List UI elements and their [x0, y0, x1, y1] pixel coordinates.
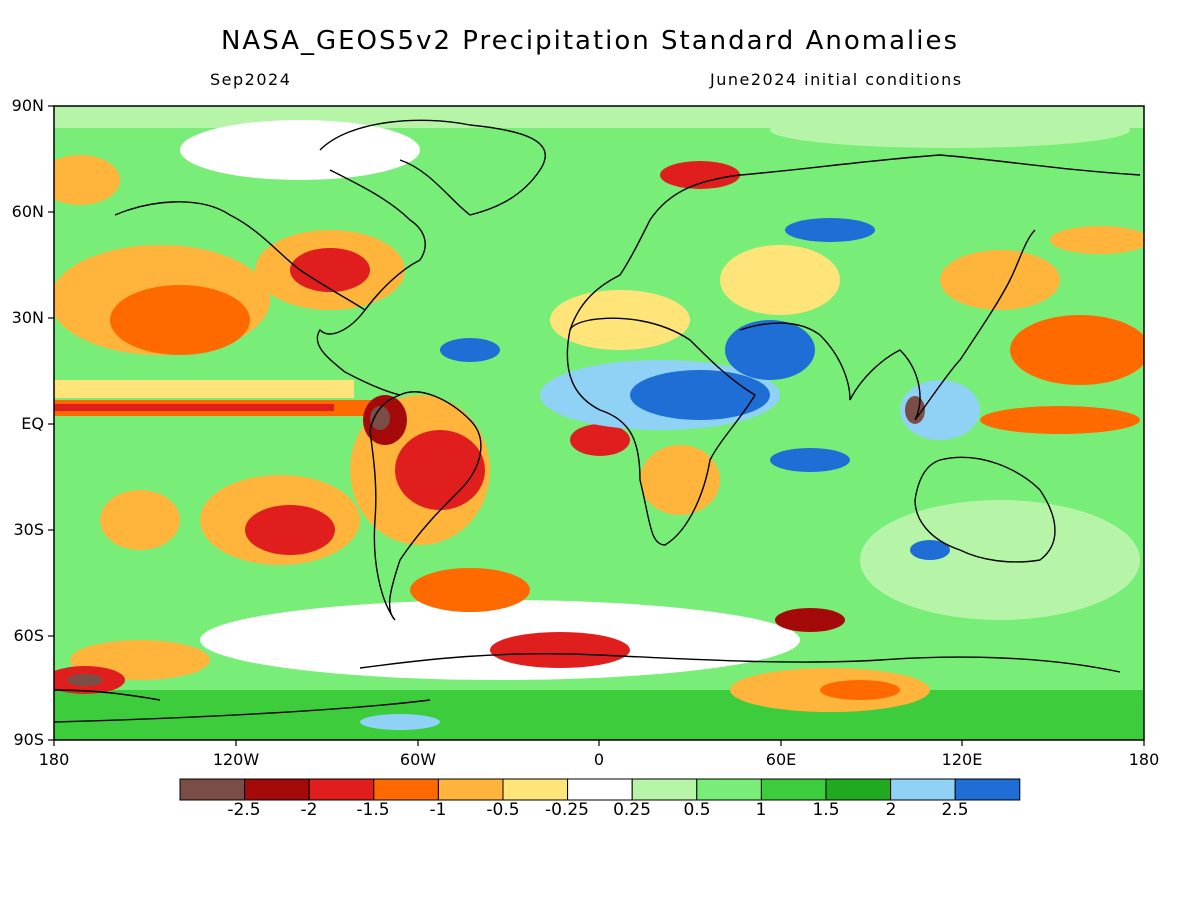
colorbar-label: 2.5 — [941, 800, 969, 820]
lat-label-eq: EQ — [21, 414, 44, 433]
colorbar-swatch — [308, 778, 375, 801]
colorbar-label: 1.5 — [812, 800, 840, 820]
lat-label-60s: 60S — [13, 626, 44, 645]
colorbar-label: -1 — [429, 800, 447, 820]
colorbar-swatch — [954, 778, 1021, 801]
colorbar-label: 1 — [755, 800, 767, 820]
colorbar-swatch — [696, 778, 762, 801]
lat-label-30n: 30N — [11, 308, 44, 327]
lon-label-60w: 60W — [399, 750, 437, 769]
colorbar-label: -2 — [300, 800, 318, 820]
axis-ticks — [48, 105, 1145, 746]
colorbar-swatch — [502, 778, 569, 801]
colorbar-swatch — [890, 778, 956, 801]
initial-conditions: June2024 initial conditions — [710, 70, 963, 89]
lon-label-120e: 120E — [941, 750, 983, 769]
colorbar-label: 2 — [885, 800, 897, 820]
colorbar-swatch — [244, 778, 310, 801]
colorbar-swatch — [825, 778, 892, 801]
coastlines — [54, 119, 1141, 723]
lon-label-180w: 180 — [38, 750, 70, 769]
lon-label-180e: 180 — [1128, 750, 1160, 769]
lat-label-90s: 90S — [13, 730, 44, 749]
lon-label-60e: 60E — [765, 750, 797, 769]
colorbar-label: 0.5 — [683, 800, 711, 820]
anomaly-field — [54, 106, 1144, 740]
colorbar-swatch — [631, 778, 698, 801]
lat-label-60n: 60N — [11, 202, 44, 221]
colorbar-label: -2.5 — [227, 800, 261, 820]
colorbar-label: -0.25 — [545, 800, 589, 820]
colorbar — [179, 778, 1021, 801]
lon-label-120w: 120W — [212, 750, 260, 769]
valid-month: Sep2024 — [210, 70, 292, 89]
colorbar-swatch — [567, 778, 633, 801]
map-title: NASA_GEOS5v2 Precipitation Standard Anom… — [220, 26, 960, 56]
lat-label-90n: 90N — [11, 96, 44, 115]
colorbar-label: -1.5 — [356, 800, 390, 820]
colorbar-swatch — [179, 778, 246, 801]
colorbar-swatch — [437, 778, 504, 801]
colorbar-label: 0.25 — [613, 800, 651, 820]
colorbar-swatch — [373, 778, 439, 801]
lon-label-0: 0 — [593, 750, 605, 769]
colorbar-swatch — [760, 778, 827, 801]
colorbar-label: -0.5 — [486, 800, 520, 820]
lat-label-30s: 30S — [13, 520, 44, 539]
